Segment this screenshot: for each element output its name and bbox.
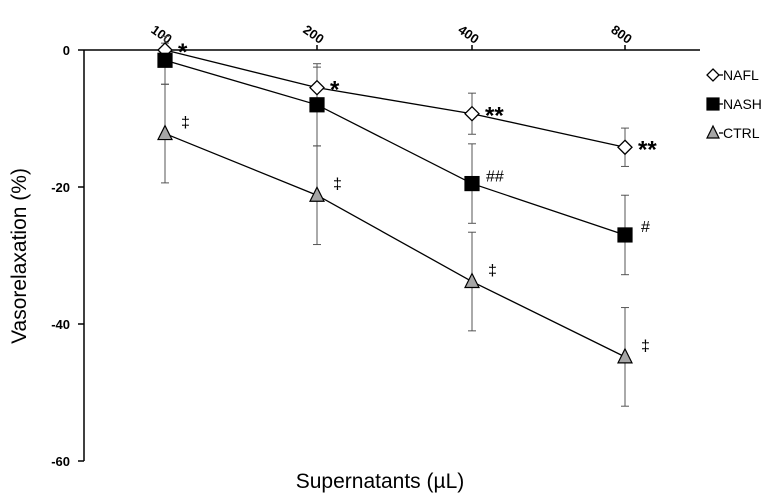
series-line-nash [164,59,626,236]
x-tick-label: 200 [300,22,326,47]
data-point-nafl [617,139,633,156]
x-tick-label: 800 [608,22,634,47]
significance-label-nafl: ** [485,103,504,130]
x-axis-title: Supernatants (µL) [296,470,465,493]
data-point-ctrl [309,185,325,202]
x-tick-label: 400 [455,22,481,47]
series-line-nafl [164,49,626,148]
significance-label-ctrl: ‡ [488,263,497,280]
legend-marker-ctrl [706,124,720,139]
data-point-ctrl [464,272,480,289]
series-line-ctrl [164,132,626,358]
significance-label-ctrl: ‡ [181,115,190,132]
y-tick-label: -20 [51,180,70,195]
data-point-ctrl [157,124,173,141]
significance-label-nash: # [641,219,650,236]
legend-label-ctrl: CTRL [723,125,760,141]
legend-label-nafl: NAFL [723,67,759,83]
data-point-nash [464,175,480,192]
legend-marker-nafl [706,68,720,82]
significance-label-nash: ## [486,169,504,186]
legend-label-nash: NASH [723,96,762,112]
data-point-nash [157,52,173,68]
data-point-nafl [464,105,480,122]
significance-label-nafl: ** [638,136,657,163]
data-point-ctrl [617,347,633,364]
y-axis-title: Vasorelaxation (%) [8,168,31,344]
y-tick-label: 0 [63,43,70,58]
data-point-nash [309,97,325,113]
y-tick-label: -60 [51,454,70,469]
data-point-nafl [309,79,325,96]
significance-label-nafl: * [178,39,188,66]
significance-label-ctrl: ‡ [641,338,650,355]
data-point-nash [617,227,633,243]
legend-marker-nash [706,97,720,111]
significance-label-nafl: * [330,77,340,104]
significance-label-ctrl: ‡ [333,176,342,193]
y-tick-label: -40 [51,317,70,332]
